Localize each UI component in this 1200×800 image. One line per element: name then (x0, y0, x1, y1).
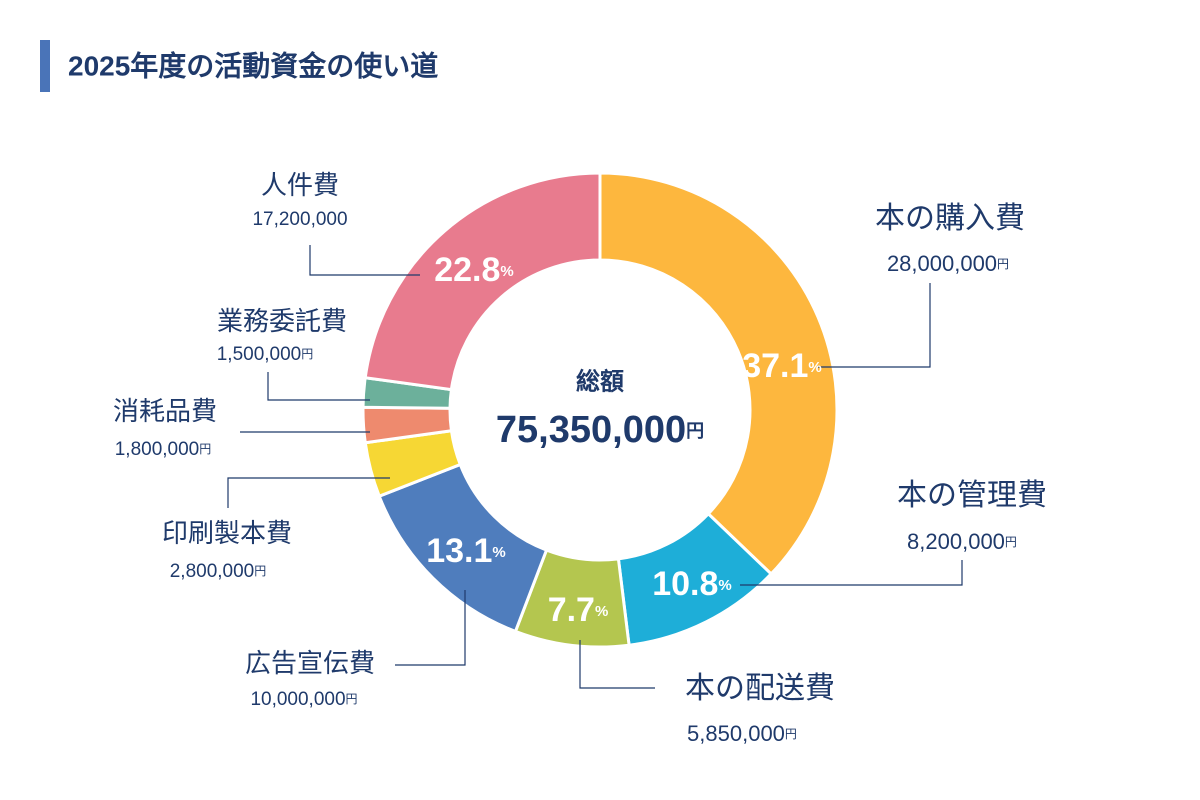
category-label: 印刷製本費 (162, 518, 292, 548)
total-value: 75,350,000 (496, 409, 686, 451)
category-label: 本の管理費 (897, 479, 1047, 512)
percent-value: 22.8 (434, 251, 500, 289)
value-label: 10,000,000円 (250, 689, 357, 710)
value-text: 1,800,000 (115, 439, 200, 460)
center-label: 総額 (576, 367, 624, 395)
value-label: 1,500,000円 (217, 344, 314, 365)
percent-label: 37.1% (742, 347, 822, 385)
value-unit: 円 (199, 442, 211, 456)
value-label: 1,800,000円 (115, 439, 212, 460)
percent-label: 10.8% (652, 565, 732, 603)
category-label: 広告宣伝費 (245, 648, 375, 678)
percent-unit: % (718, 577, 731, 594)
percent-label: 22.8% (434, 251, 514, 289)
leader-line (395, 590, 466, 666)
category-label: 本の購入費 (875, 202, 1025, 235)
percent-value: 37.1 (742, 347, 808, 385)
percent-label: 7.7% (548, 591, 609, 629)
percent-value: 7.7 (548, 591, 595, 629)
value-unit: 円 (785, 727, 797, 741)
value-text: 2,800,000 (170, 561, 255, 582)
category-label: 本の配送費 (685, 672, 835, 705)
category-label: 消耗品費 (113, 396, 217, 426)
title-bar (40, 40, 50, 92)
category-label: 人件費 (261, 170, 339, 200)
value-label: 2,800,000円 (170, 561, 267, 582)
percent-value: 10.8 (652, 565, 718, 603)
value-unit: 円 (346, 692, 358, 706)
leader-line (227, 477, 390, 508)
value-unit: 円 (301, 347, 313, 361)
value-text: 17,200,000 (252, 209, 347, 230)
value-unit: 円 (254, 564, 266, 578)
value-text: 8,200,000 (907, 529, 1005, 554)
value-unit: 円 (1005, 535, 1017, 549)
value-text: 5,850,000 (687, 721, 785, 746)
value-unit: 円 (997, 257, 1009, 271)
percent-unit: % (500, 263, 513, 280)
value-label: 5,850,000円 (687, 721, 797, 746)
leader-line (267, 372, 370, 401)
category-label: 業務委託費 (217, 306, 347, 336)
value-text: 10,000,000 (250, 689, 345, 710)
chart-title: 2025年度の活動資金の使い道 (68, 49, 438, 81)
value-label: 17,200,000 (252, 209, 347, 230)
value-label: 8,200,000円 (907, 529, 1017, 554)
total-unit: 円 (686, 421, 704, 441)
percent-unit: % (492, 544, 505, 561)
value-text: 1,500,000 (217, 344, 302, 365)
value-text: 28,000,000 (887, 251, 997, 276)
percent-value: 13.1 (426, 532, 492, 570)
leader-line (818, 283, 931, 368)
percent-unit: % (808, 359, 821, 376)
leader-line (309, 245, 420, 276)
percent-unit: % (595, 603, 608, 620)
value-label: 28,000,000円 (887, 251, 1009, 276)
donut-slice (598, 171, 839, 577)
percent-label: 13.1% (426, 532, 506, 570)
leader-line (579, 640, 655, 689)
leader-line (740, 560, 963, 586)
center-total: 75,350,000円 (496, 409, 704, 451)
donut-slice (363, 171, 602, 392)
